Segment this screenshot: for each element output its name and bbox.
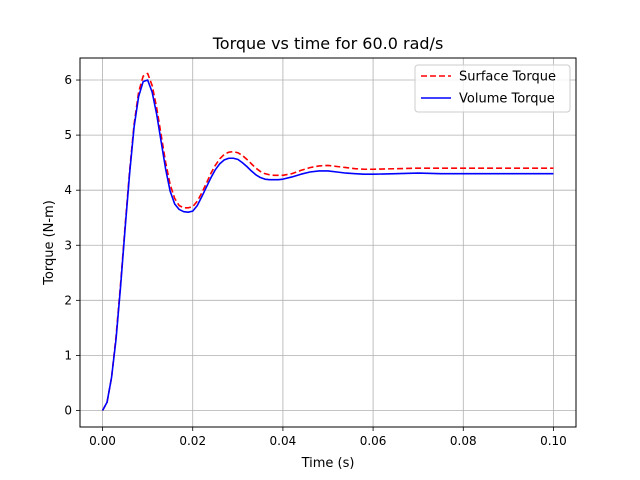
series-lines: [101, 72, 554, 411]
legend-label: Surface Torque: [459, 70, 556, 85]
legend-box: [414, 64, 571, 113]
series-line-volume-torque: [101, 79, 554, 411]
plot-frame: [79, 57, 577, 428]
y-tick-label: 4: [64, 183, 72, 197]
x-tick-label: 0.02: [179, 434, 206, 448]
y-tick-label: 3: [64, 238, 72, 252]
y-tick-label: 2: [64, 293, 72, 307]
grid-lines: [80, 58, 576, 427]
x-tick-label: 0.10: [540, 434, 567, 448]
x-tick-label: 0.04: [270, 434, 297, 448]
chart-title: Torque vs time for 60.0 rad/s: [212, 34, 444, 53]
y-tick-label: 0: [64, 403, 72, 417]
y-tick-label: 5: [64, 128, 72, 142]
axis-ticks: 0.00 0.02 0.04 0.06 0.08 0.10 0 1 2 3 4 5 6: [64, 73, 566, 448]
x-tick-label: 0.06: [360, 434, 387, 448]
series-line-surface-torque: [101, 72, 554, 411]
y-tick-label: 6: [64, 73, 72, 87]
legend: Surface Torque Volume Torque: [414, 64, 571, 113]
legend-label: Volume Torque: [459, 92, 555, 107]
x-axis-label: Time (s): [301, 456, 355, 471]
x-tick-label: 0.08: [450, 434, 477, 448]
y-tick-label: 1: [64, 348, 72, 362]
y-axis-label: Torque (N-m): [42, 200, 57, 286]
x-tick-label: 0.00: [89, 434, 116, 448]
